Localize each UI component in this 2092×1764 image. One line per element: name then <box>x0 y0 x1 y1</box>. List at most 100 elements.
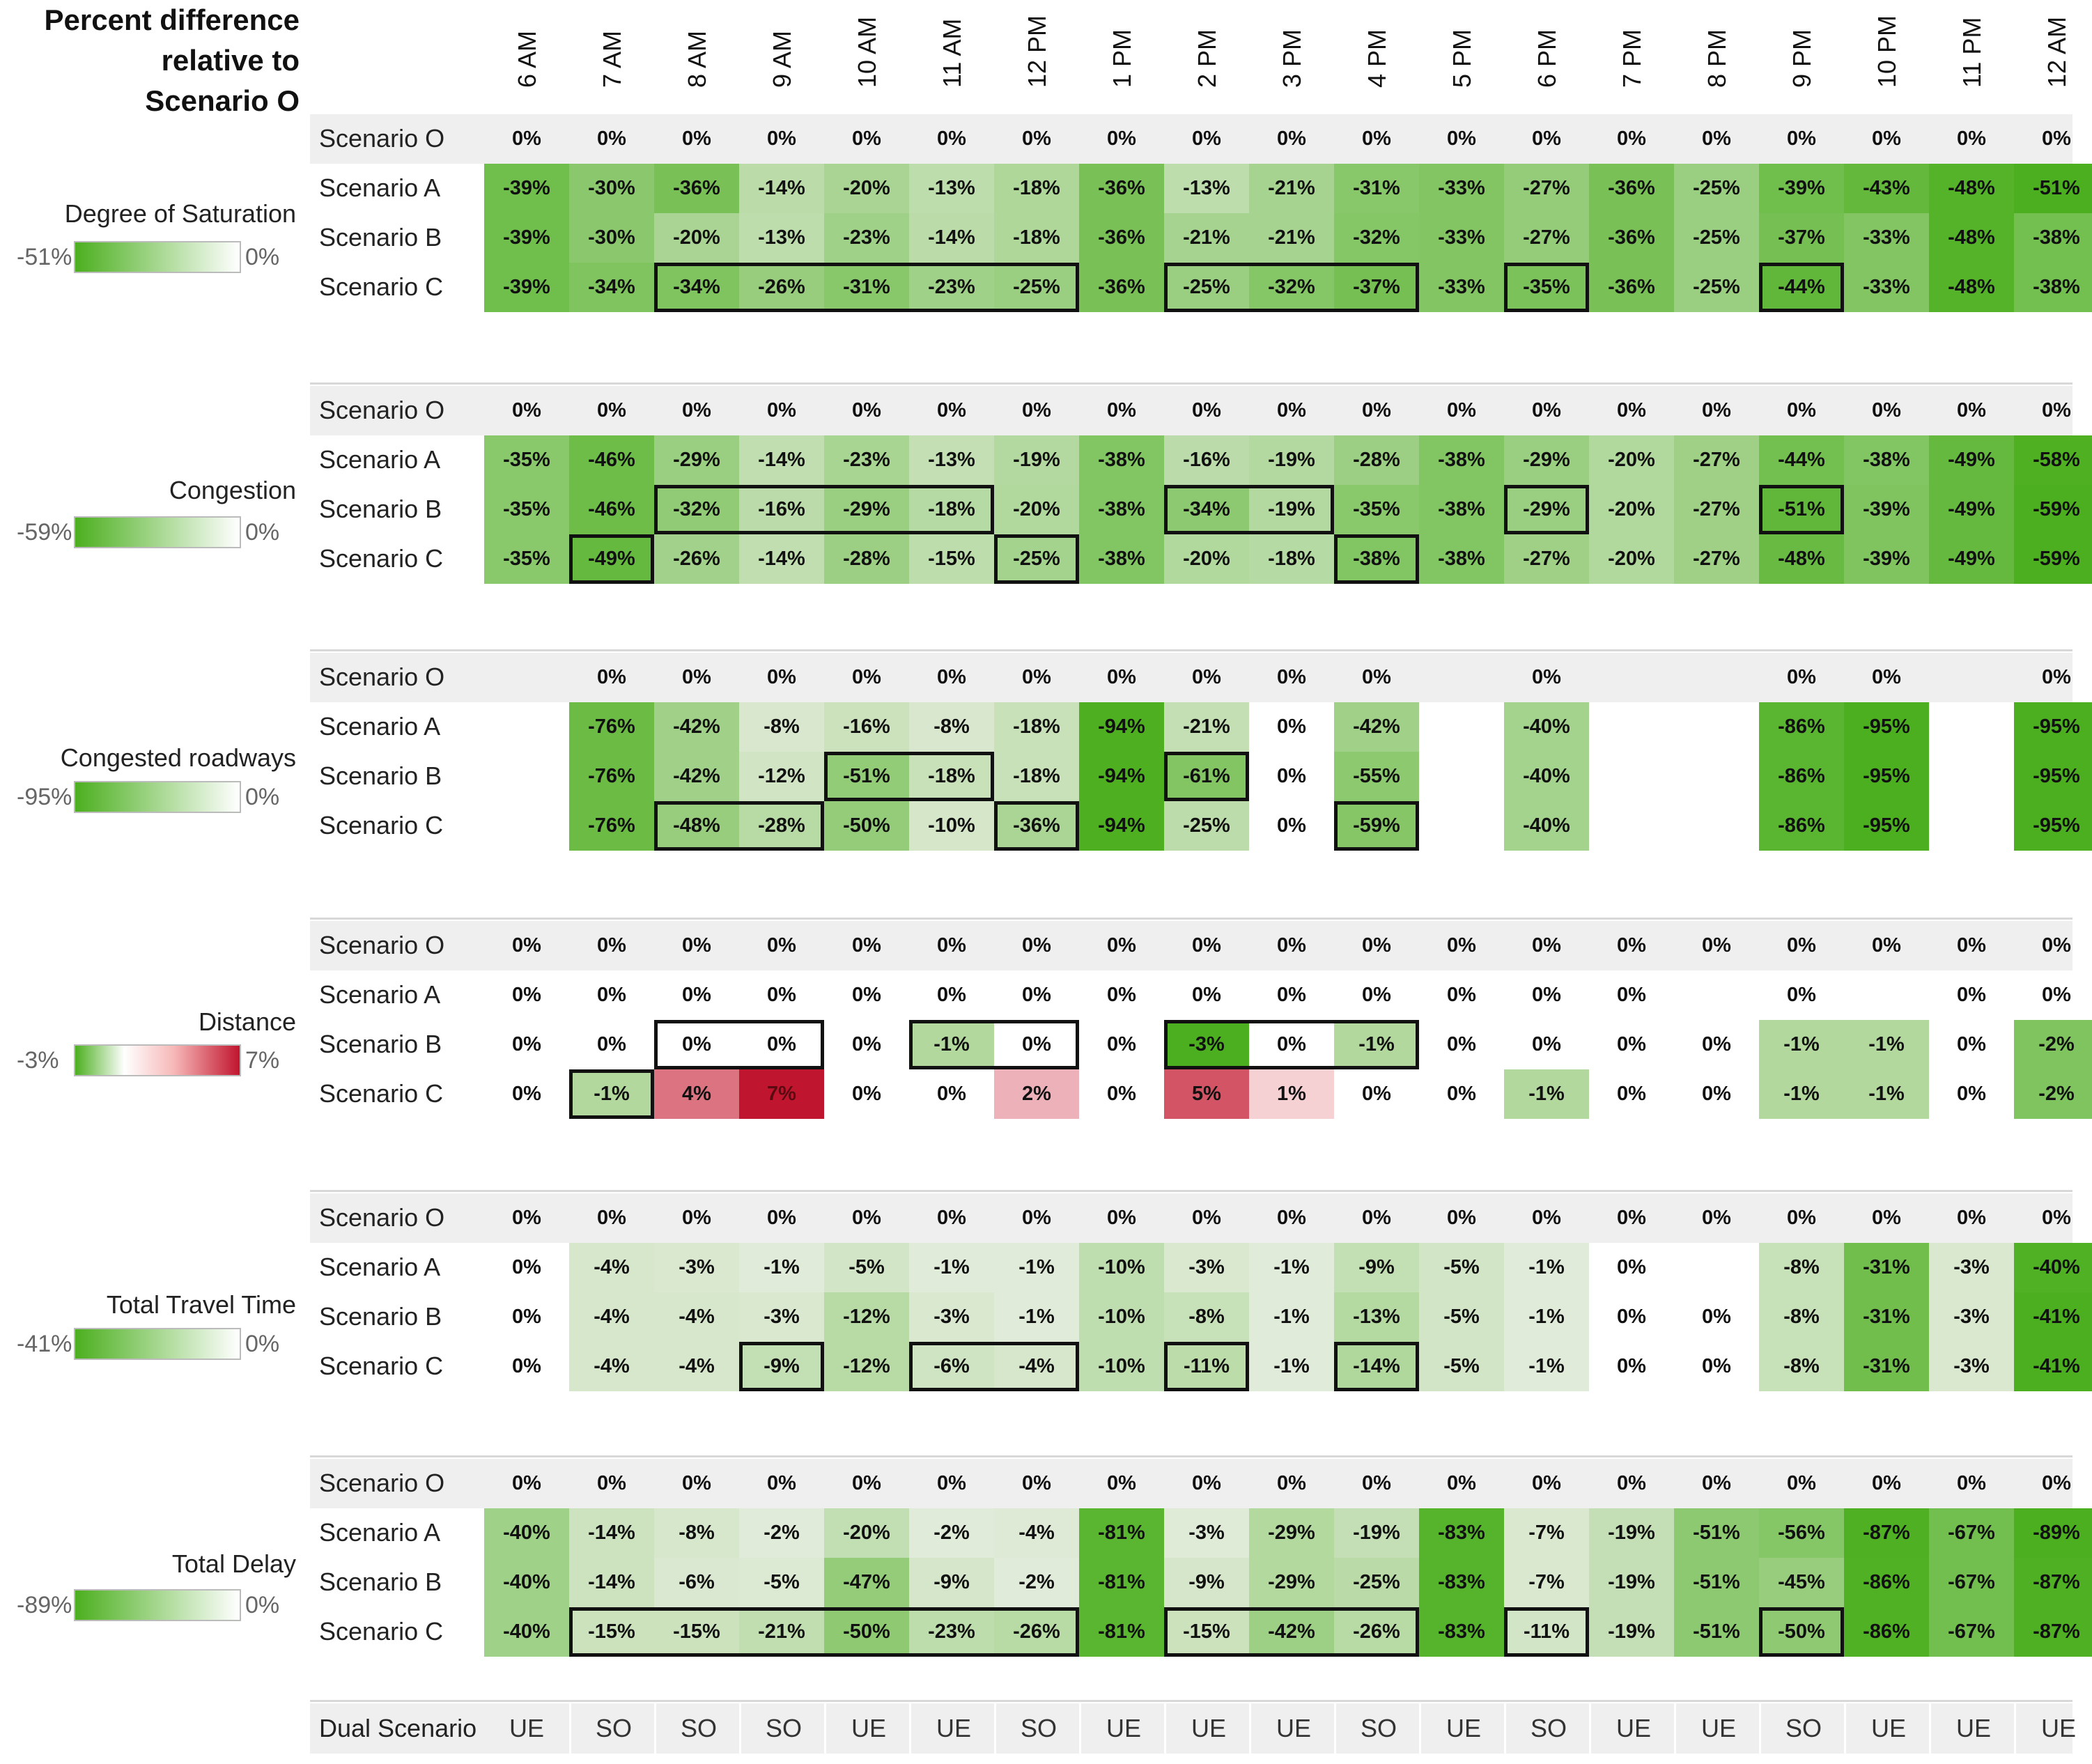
heatmap-cell: -36% <box>1589 164 1674 213</box>
dual-scenario-rule <box>310 1700 2072 1702</box>
heatmap-cell: 0% <box>1957 1207 1986 1229</box>
heatmap-cell: -36% <box>1079 164 1164 213</box>
heatmap-cell: -27% <box>1504 213 1589 263</box>
heatmap-cell: -5% <box>1419 1342 1504 1391</box>
heatmap-cell: -1% <box>1504 1243 1589 1292</box>
heatmap-cell: -51% <box>1674 1607 1759 1657</box>
heatmap-cell: -51% <box>1759 485 1844 534</box>
hour-tick-text: 6 AM <box>513 30 541 88</box>
heatmap-cell: 0% <box>512 1033 541 1055</box>
heatmap-cell: -10% <box>1079 1243 1164 1292</box>
heatmap-cell: -4% <box>569 1342 654 1391</box>
heatmap-cell: -3% <box>1164 1243 1249 1292</box>
heatmap-cell: 0% <box>1702 1355 1731 1377</box>
heatmap-cell: 0% <box>1787 127 1816 150</box>
heatmap-cell <box>1589 801 1674 851</box>
metric-name-label: Degree of Saturation <box>64 199 296 228</box>
heatmap-cell: 0% <box>1107 934 1136 957</box>
heatmap-cell <box>1674 702 1759 752</box>
legend-max-label: 0% <box>245 519 280 546</box>
legend-min-label: -41% <box>17 1331 72 1357</box>
heatmap-cell: 0% <box>1957 399 1986 421</box>
heatmap-cell: 0% <box>512 1472 541 1494</box>
heatmap-cell <box>1419 702 1504 752</box>
heatmap-cell: -3% <box>1164 1508 1249 1558</box>
heatmap-cell: -36% <box>1589 213 1674 263</box>
heatmap-cell <box>1674 653 1759 702</box>
heatmap-cell: 0% <box>1532 1472 1561 1494</box>
heatmap-cell: -1% <box>1844 1020 1929 1069</box>
legend-min-label: -95% <box>17 784 72 810</box>
heatmap-cell: -49% <box>1929 435 2014 485</box>
heatmap-cell: -1% <box>569 1069 654 1119</box>
dual-scenario-band <box>310 1703 2072 1754</box>
heatmap-cell: 0% <box>1787 1472 1816 1494</box>
highlight-box <box>1164 752 1249 801</box>
row-label-scenario: Scenario C <box>319 811 444 840</box>
heatmap-cell: -29% <box>654 435 739 485</box>
heatmap-cell: -3% <box>1929 1292 2014 1342</box>
heatmap-cell: -39% <box>484 164 569 213</box>
heatmap-cell: -14% <box>739 164 824 213</box>
heatmap-cell: -27% <box>1674 485 1759 534</box>
heatmap-cell: 0% <box>1702 934 1731 957</box>
heatmap-cell: 0% <box>852 1472 881 1494</box>
heatmap-cell: -50% <box>824 1607 909 1657</box>
heatmap-cell: 0% <box>1617 1355 1646 1377</box>
heatmap-cell: -8% <box>1164 1292 1249 1342</box>
heatmap-cell: 0% <box>1532 399 1561 421</box>
heatmap-cell: -19% <box>1589 1558 1674 1607</box>
heatmap-cell: 0% <box>1532 1207 1561 1229</box>
heatmap-cell: -13% <box>1334 1292 1419 1342</box>
heatmap-cell: -40% <box>1504 702 1589 752</box>
heatmap-cell: 0% <box>767 666 796 688</box>
heatmap-cell: 0% <box>1957 1472 1986 1494</box>
heatmap-cell: 0% <box>597 1207 626 1229</box>
row-label-scenario: Scenario B <box>319 495 442 523</box>
heatmap-cell: -25% <box>1164 801 1249 851</box>
heatmap-cell: 0% <box>1192 399 1221 421</box>
heatmap-cell: -59% <box>2014 485 2092 534</box>
heatmap-cell <box>1419 653 1504 702</box>
heatmap-cell: 0% <box>1957 1083 1986 1105</box>
heatmap-cell: -1% <box>1334 1020 1419 1069</box>
heatmap-cell: 0% <box>1787 399 1816 421</box>
heatmap-cell: 0% <box>767 934 796 957</box>
heatmap-cell: -10% <box>909 801 994 851</box>
heatmap-cell: 0% <box>1872 1472 1901 1494</box>
heatmap-cell: 0% <box>1277 1207 1306 1229</box>
dual-scenario-cell: SO <box>994 1703 1081 1754</box>
heatmap-cell: 0% <box>767 984 796 1006</box>
dual-scenario-cell: UE <box>1079 1703 1166 1754</box>
heatmap-cell: -38% <box>2014 263 2092 312</box>
heatmap-cell: -11% <box>1504 1607 1589 1657</box>
legend-color-ramp <box>74 516 241 548</box>
heatmap-cell: -19% <box>1589 1508 1674 1558</box>
heatmap-cell: -6% <box>909 1342 994 1391</box>
heatmap-cell: -94% <box>1079 752 1164 801</box>
highlight-box <box>654 801 824 851</box>
heatmap-cell: -33% <box>1419 164 1504 213</box>
heatmap-cell: 0% <box>1957 127 1986 150</box>
heatmap-cell: -14% <box>739 435 824 485</box>
highlight-box <box>994 801 1079 851</box>
heatmap-cell: 0% <box>1107 1472 1136 1494</box>
heatmap-cell <box>484 702 569 752</box>
row-label-scenario: Scenario C <box>319 1617 444 1646</box>
heatmap-cell: -38% <box>1079 485 1164 534</box>
hour-tick-text: 3 PM <box>1278 29 1306 88</box>
legend-max-label: 7% <box>245 1047 280 1074</box>
chart-title: Percent difference relative to Scenario … <box>0 0 300 121</box>
hour-tick-text: 8 AM <box>683 30 711 88</box>
heatmap-cell: -83% <box>1419 1558 1504 1607</box>
heatmap-cell: -4% <box>994 1508 1079 1558</box>
heatmap-cell: 0% <box>1277 127 1306 150</box>
heatmap-cell: -38% <box>1419 485 1504 534</box>
heatmap-cell: -1% <box>1249 1292 1334 1342</box>
heatmap-cell: 0% <box>852 1033 881 1055</box>
heatmap-cell: -47% <box>824 1558 909 1607</box>
hour-tick-label: 10 PM <box>1844 6 1935 88</box>
heatmap-cell: -13% <box>1164 164 1249 213</box>
heatmap-cell: -42% <box>1334 702 1419 752</box>
heatmap-cell: 0% <box>512 1256 541 1278</box>
